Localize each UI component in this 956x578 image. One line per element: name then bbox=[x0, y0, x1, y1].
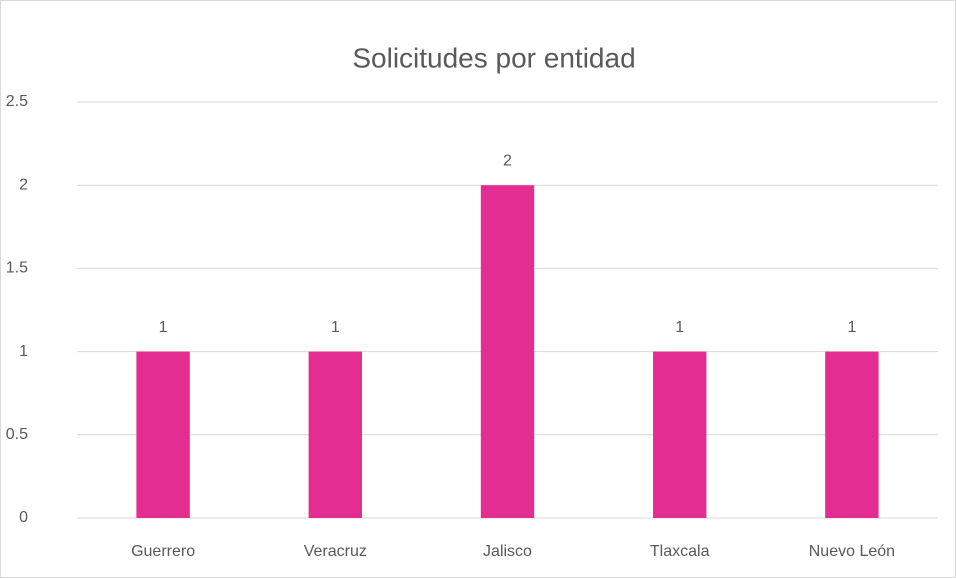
y-tick-label: 2.5 bbox=[6, 93, 28, 110]
data-label: 2 bbox=[503, 152, 512, 169]
x-tick-label: Guerrero bbox=[131, 543, 195, 560]
chart-title: Solicitudes por entidad bbox=[352, 42, 635, 73]
bar bbox=[308, 351, 362, 518]
x-tick-label: Veracruz bbox=[304, 543, 367, 560]
bar bbox=[653, 351, 707, 518]
y-tick-label: 2 bbox=[19, 176, 28, 193]
y-tick-label: 1.5 bbox=[6, 260, 28, 277]
x-tick-label: Jalisco bbox=[483, 543, 532, 560]
bar bbox=[480, 185, 535, 518]
data-label: 1 bbox=[675, 319, 684, 336]
x-tick-label: Tlaxcala bbox=[650, 543, 710, 560]
data-label: 1 bbox=[331, 319, 340, 336]
bar bbox=[825, 351, 879, 518]
x-tick-label: Nuevo León bbox=[809, 543, 895, 560]
y-tick-label: 0 bbox=[19, 509, 28, 526]
y-tick-label: 1 bbox=[19, 343, 28, 360]
y-tick-label: 0.5 bbox=[6, 426, 28, 443]
data-label: 1 bbox=[847, 319, 856, 336]
data-label: 1 bbox=[159, 319, 168, 336]
bar bbox=[136, 351, 190, 518]
